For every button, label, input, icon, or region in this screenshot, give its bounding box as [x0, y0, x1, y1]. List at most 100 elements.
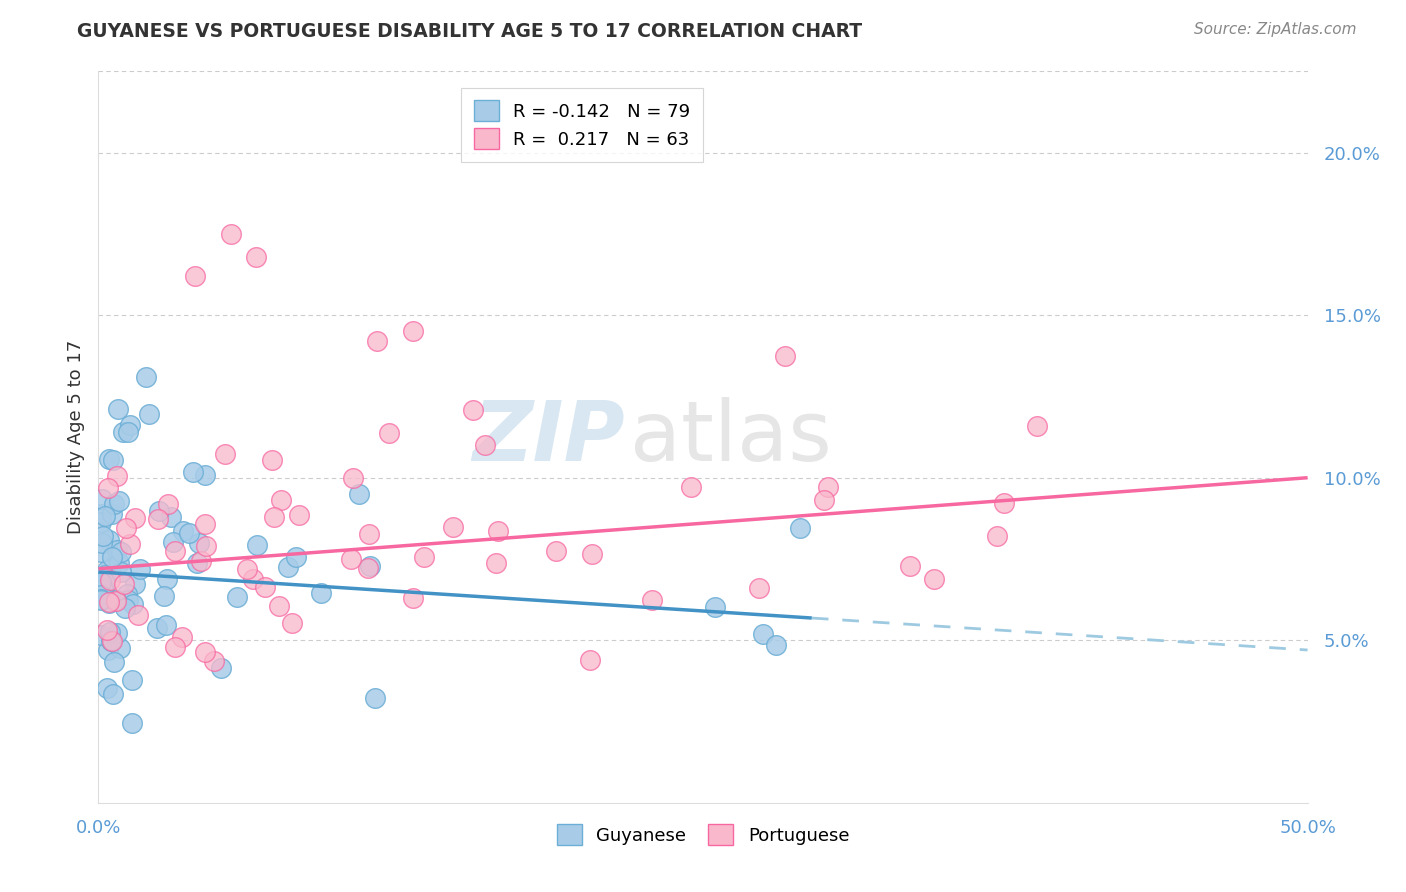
Point	[120, 537, 142, 551]
Point	[104, 593, 127, 607]
Point	[194, 645, 217, 659]
Point	[366, 334, 388, 348]
Point	[242, 572, 264, 586]
Point	[172, 524, 194, 538]
Point	[748, 581, 770, 595]
Point	[357, 527, 380, 541]
Y-axis label: Disability Age 5 to 17: Disability Age 5 to 17	[66, 340, 84, 534]
Point	[108, 556, 131, 570]
Point	[246, 538, 269, 552]
Point	[103, 655, 125, 669]
Point	[91, 528, 114, 542]
Point	[402, 591, 425, 605]
Point	[156, 497, 179, 511]
Point	[101, 453, 124, 467]
Text: ZIP: ZIP	[472, 397, 624, 477]
Point	[112, 576, 135, 591]
Point	[184, 269, 207, 284]
Point	[97, 595, 120, 609]
Point	[461, 403, 484, 417]
Point	[97, 533, 120, 548]
Point	[100, 633, 122, 648]
Point	[402, 325, 425, 339]
Point	[93, 508, 115, 523]
Point	[90, 515, 112, 529]
Point	[486, 524, 509, 538]
Point	[226, 590, 249, 604]
Point	[221, 227, 243, 241]
Point	[194, 467, 217, 482]
Point	[105, 594, 128, 608]
Point	[103, 687, 125, 701]
Point	[986, 529, 1008, 543]
Point	[90, 575, 112, 590]
Point	[121, 673, 143, 687]
Point	[93, 582, 115, 596]
Point	[270, 492, 292, 507]
Point	[120, 417, 142, 432]
Point	[359, 558, 381, 573]
Point	[993, 496, 1015, 510]
Point	[214, 447, 236, 461]
Point	[267, 599, 290, 613]
Point	[765, 638, 787, 652]
Point	[128, 562, 150, 576]
Point	[681, 480, 703, 494]
Point	[413, 550, 436, 565]
Point	[98, 452, 121, 467]
Point	[100, 550, 122, 565]
Point	[105, 626, 128, 640]
Point	[340, 551, 363, 566]
Point	[90, 592, 112, 607]
Point	[152, 589, 174, 603]
Point	[94, 574, 117, 589]
Point	[115, 521, 138, 535]
Point	[146, 512, 169, 526]
Point	[181, 466, 204, 480]
Point	[188, 536, 211, 550]
Point	[377, 425, 399, 440]
Point	[145, 621, 167, 635]
Point	[110, 640, 132, 655]
Point	[752, 626, 775, 640]
Point	[110, 545, 132, 559]
Point	[485, 557, 508, 571]
Point	[101, 507, 124, 521]
Point	[162, 535, 184, 549]
Point	[96, 624, 118, 638]
Point	[177, 526, 200, 541]
Text: GUYANESE VS PORTUGUESE DISABILITY AGE 5 TO 17 CORRELATION CHART: GUYANESE VS PORTUGUESE DISABILITY AGE 5 …	[77, 22, 862, 41]
Point	[347, 487, 370, 501]
Point	[441, 520, 464, 534]
Point	[311, 586, 333, 600]
Point	[277, 560, 299, 574]
Point	[186, 556, 208, 570]
Point	[163, 640, 186, 655]
Point	[90, 535, 112, 549]
Point	[474, 438, 496, 452]
Point	[115, 587, 138, 601]
Point	[288, 508, 311, 522]
Point	[704, 599, 727, 614]
Point	[117, 425, 139, 440]
Point	[817, 480, 839, 494]
Point	[124, 511, 146, 525]
Point	[97, 595, 120, 609]
Point	[127, 607, 149, 622]
Point	[364, 690, 387, 705]
Point	[97, 481, 120, 495]
Point	[90, 592, 112, 607]
Point	[202, 654, 225, 668]
Point	[110, 565, 132, 579]
Point	[160, 510, 183, 524]
Point	[641, 593, 664, 607]
Point	[190, 553, 212, 567]
Point	[90, 545, 112, 559]
Point	[357, 561, 380, 575]
Point	[107, 493, 129, 508]
Point	[235, 562, 257, 576]
Point	[170, 631, 193, 645]
Point	[263, 510, 285, 524]
Point	[342, 471, 364, 485]
Point	[117, 592, 139, 607]
